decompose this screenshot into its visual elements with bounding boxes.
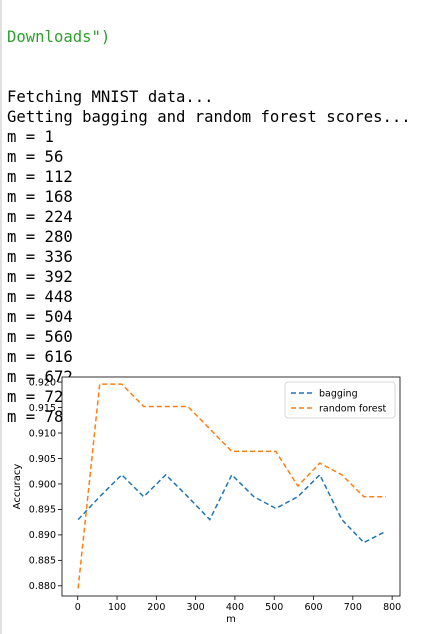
y-tick-label: 0.880 — [29, 581, 56, 592]
y-tick-label: 0.905 — [29, 454, 56, 465]
x-axis-label: m — [226, 614, 236, 625]
legend-label: random forest — [319, 404, 387, 415]
y-tick-label: 0.885 — [29, 556, 56, 567]
x-tick-label: 400 — [226, 602, 244, 613]
window-left-border — [0, 0, 2, 634]
console-line: Getting bagging and random forest scores… — [7, 108, 411, 126]
y-tick-label: 0.890 — [29, 530, 56, 541]
console-line: m = 1 — [7, 128, 54, 146]
y-tick-label: 0.895 — [29, 505, 56, 516]
console-line: Fetching MNIST data... — [7, 88, 214, 106]
console-line: m = 616 — [7, 348, 73, 366]
y-tick-label: 0.900 — [29, 479, 56, 490]
x-tick-label: 300 — [187, 602, 205, 613]
x-tick-label: 100 — [108, 602, 126, 613]
console-line: m = 280 — [7, 228, 73, 246]
console-line: m = 560 — [7, 328, 73, 346]
legend-box — [284, 381, 396, 419]
x-tick-label: 800 — [383, 602, 401, 613]
console-line: m = 56 — [7, 148, 64, 166]
console-line: m = 168 — [7, 188, 73, 206]
console-output: Downloads") Fetching MNIST data... Gettin… — [7, 0, 437, 447]
console-line: m = 224 — [7, 208, 73, 226]
x-tick-label: 600 — [304, 602, 322, 613]
console-line: m = 392 — [7, 268, 73, 286]
console-line: m = 448 — [7, 288, 73, 306]
y-tick-label: 0.915 — [29, 403, 56, 414]
y-axis-label: Accuracy — [12, 464, 23, 510]
y-tick-label: 0.910 — [29, 428, 56, 439]
x-tick-label: 0 — [75, 602, 81, 613]
console-line: m = 336 — [7, 248, 73, 266]
console-line: m = 112 — [7, 168, 73, 186]
console-lines: Fetching MNIST data... Getting bagging an… — [7, 87, 437, 427]
x-tick-label: 700 — [344, 602, 362, 613]
accuracy-chart: 0 100 200 300 400 500 600 700 800 0.880 0.885 0.890… — [12, 376, 401, 625]
y-tick-label: 0.920 — [29, 377, 56, 388]
x-tick-label: 500 — [265, 602, 283, 613]
legend-label: bagging — [319, 389, 358, 400]
console-partial-line: Downloads") — [7, 28, 111, 46]
console-line: m = 504 — [7, 308, 73, 326]
series-line-bagging — [77, 473, 387, 544]
series-line-random-forest — [77, 383, 386, 589]
x-tick-label: 200 — [147, 602, 165, 613]
